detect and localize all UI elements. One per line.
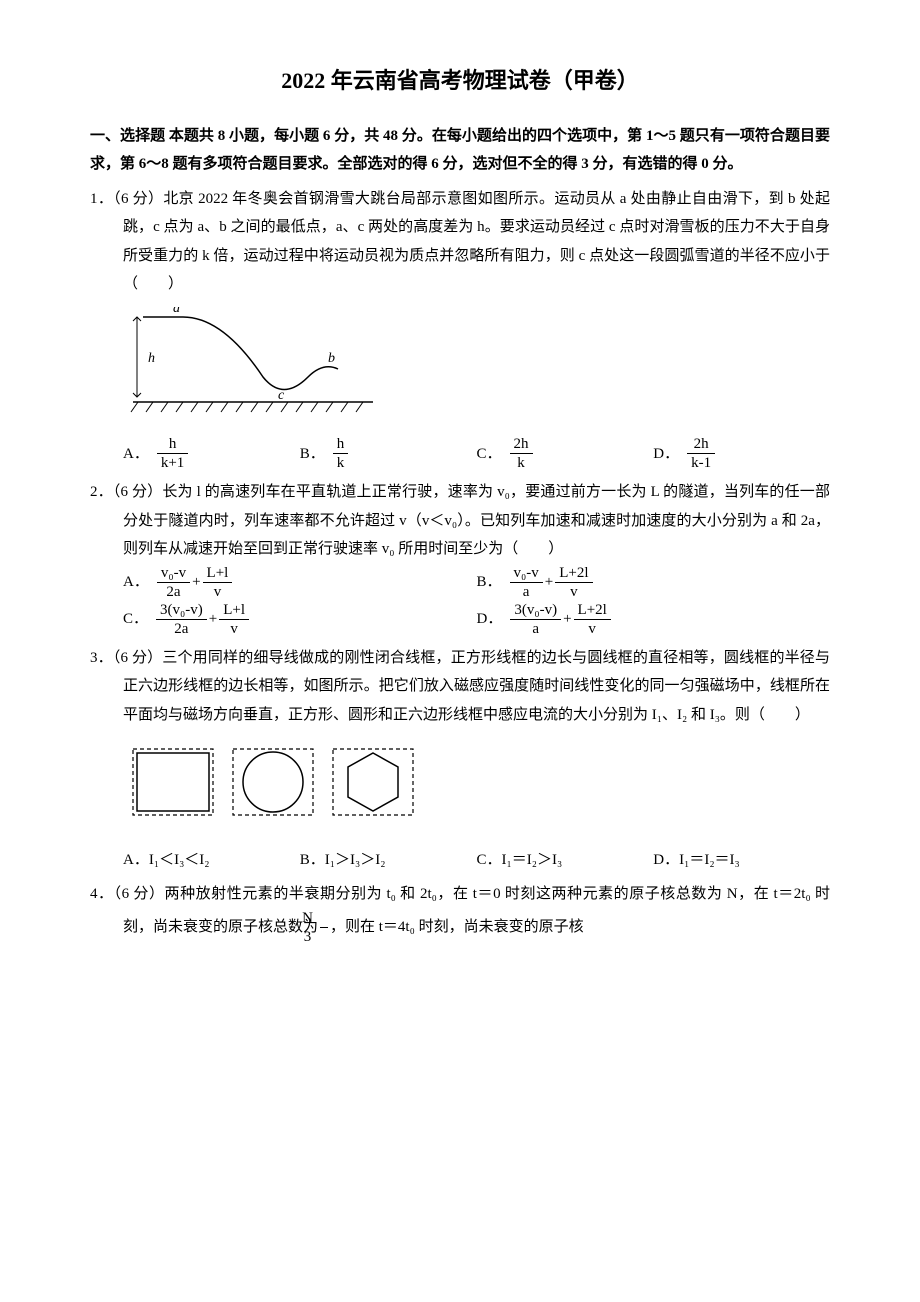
q3-option-b: B．I₁＞I₃＞I₂	[300, 846, 477, 875]
q1-label-h: h	[148, 351, 155, 366]
q1-number: 1．（6 分）	[90, 191, 163, 207]
q3-text: 三个用同样的细导线做成的刚性闭合线框，正方形线框的边长与圆线框的直径相等，圆线框…	[123, 650, 830, 723]
q2-option-c: C．3(v₀-v)2a+L+lv	[123, 601, 477, 638]
q4-text-post: ，则在 t＝4t₀ 时刻，尚未衰变的原子核	[330, 919, 584, 935]
q4-fraction: N3	[320, 909, 328, 946]
q3-option-a: A．I₁＜I₃＜I₂	[123, 846, 300, 875]
q1-label-b: b	[328, 351, 335, 366]
question-2: 2．（6 分）长为 l 的高速列车在平直轨道上正常行驶，速率为 v₀，要通过前方…	[90, 478, 830, 638]
q3-option-d: D．I₁＝I₂＝I₃	[653, 846, 830, 875]
q3-number: 3．（6 分）	[90, 650, 162, 666]
q2-option-b: B．v₀-va+L+2lv	[477, 564, 831, 601]
question-1: 1．（6 分）北京 2022 年冬奥会首钢滑雪大跳台局部示意图如图所示。运动员从…	[90, 185, 830, 473]
q1-label-a: a	[173, 307, 180, 316]
q1-option-c: C．2hk	[477, 435, 654, 472]
q2-number: 2．（6 分）	[90, 484, 162, 500]
q1-options: A．hk+1 B．hk C．2hk D．2hk-1	[90, 435, 830, 472]
q2-options: A．v₀-v2a+L+lv B．v₀-va+L+2lv C．3(v₀-v)2a+…	[90, 564, 830, 638]
q1-option-b: B．hk	[300, 435, 477, 472]
q1-option-a: A．hk+1	[123, 435, 300, 472]
q1-option-d: D．2hk-1	[653, 435, 830, 472]
q2-option-d: D．3(v₀-v)a+L+2lv	[477, 601, 831, 638]
q1-figure: a b c h	[123, 307, 830, 428]
question-4: 4．（6 分）两种放射性元素的半衰期分别为 t₀ 和 2t₀，在 t＝0 时刻这…	[90, 880, 830, 946]
q2-option-a: A．v₀-v2a+L+lv	[123, 564, 477, 601]
question-3: 3．（6 分）三个用同样的细导线做成的刚性闭合线框，正方形线框的边长与圆线框的直…	[90, 644, 830, 875]
q3-options: A．I₁＜I₃＜I₂ B．I₁＞I₃＞I₂ C．I₁＝I₂＞I₃ D．I₁＝I₂…	[90, 846, 830, 875]
q3-figure	[123, 737, 830, 838]
q1-text: 北京 2022 年冬奥会首钢滑雪大跳台局部示意图如图所示。运动员从 a 处由静止…	[123, 191, 830, 293]
q1-label-c: c	[278, 388, 285, 403]
page-title: 2022 年云南省高考物理试卷（甲卷）	[90, 60, 830, 102]
q4-number: 4．（6 分）	[90, 886, 165, 902]
q2-text: 长为 l 的高速列车在平直轨道上正常行驶，速率为 v₀，要通过前方一长为 L 的…	[123, 484, 830, 557]
section-instructions: 一、选择题 本题共 8 小题，每小题 6 分，共 48 分。在每小题给出的四个选…	[90, 122, 830, 179]
q3-option-c: C．I₁＝I₂＞I₃	[477, 846, 654, 875]
